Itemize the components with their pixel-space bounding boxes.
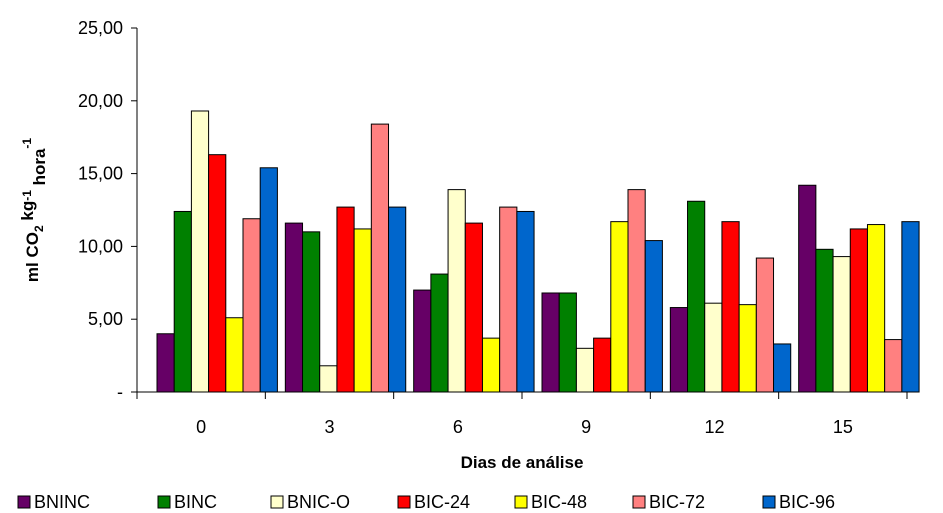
legend-item-bic-72: BIC-72 (632, 492, 705, 512)
x-tick-label: 9 (581, 417, 591, 437)
bar-bic-24-day-0 (208, 154, 227, 393)
legend: BNINC BINC BNIC-O BIC-24 BIC-48 BIC-72 BIC-96 (17, 492, 835, 512)
legend-item-bic-24: BIC-24 (397, 492, 470, 512)
x-tick-label: 0 (196, 417, 206, 437)
bar-bic-48-day-15 (866, 224, 886, 393)
y-tick-label: 20,00 (78, 91, 123, 111)
legend-item-bnic-o: BNIC-O (270, 492, 350, 512)
bar-bic-96-day-0 (259, 167, 278, 393)
bar-bic-96-day-12 (773, 343, 792, 393)
bar-bnic-o-day-0 (190, 110, 210, 393)
y-tick-label: 10,00 (78, 236, 123, 256)
legend-label: BIC-24 (414, 492, 470, 512)
bar-bic-48-day-3 (353, 228, 372, 393)
bar-bic-72-day-9 (627, 189, 646, 393)
bar-bic-72-day-15 (884, 339, 903, 393)
legend-swatch (514, 495, 528, 509)
bar-bnic-o-day-3 (319, 365, 338, 393)
bar-bic-48-day-12 (738, 304, 757, 393)
bar-binc-day-9 (558, 292, 577, 393)
x-tick-label: 6 (453, 417, 463, 437)
legend-label: BIC-72 (649, 492, 705, 512)
y-tick-label: 15,00 (78, 164, 123, 184)
legend-label: BINC (174, 492, 217, 512)
bar-bninc-day-12 (669, 307, 689, 393)
legend-item-bninc: BNINC (17, 492, 90, 512)
bar-bic-48-day-9 (610, 221, 629, 393)
bar-bic-72-day-3 (370, 123, 390, 393)
y-axis: - 5,00 10,00 15,00 20,00 25,00 (78, 18, 138, 402)
bar-bic-24-day-3 (336, 206, 355, 393)
legend-swatch (17, 495, 31, 509)
bar-bninc-day-0 (156, 333, 175, 393)
legend-swatch (270, 495, 284, 509)
bar-binc-day-6 (430, 273, 449, 393)
x-tick-label: 3 (324, 417, 334, 437)
legend-label: BNINC (34, 492, 90, 512)
bar-bic-96-day-3 (388, 206, 407, 393)
legend-label: BIC-48 (531, 492, 587, 512)
bar-bnic-o-day-15 (832, 256, 851, 393)
legend-item-bic-48: BIC-48 (514, 492, 587, 512)
x-tick-label: 15 (833, 417, 853, 437)
y-tick-label: 25,00 (78, 18, 123, 38)
legend-swatch (157, 495, 171, 509)
y-axis-title: ml CO2 kg-1 hora-1 (18, 138, 49, 283)
legend-item-bic-96: BIC-96 (762, 492, 835, 512)
bar-bic-24-day-15 (849, 228, 868, 393)
bar-bic-96-day-15 (901, 221, 920, 393)
bar-bninc-day-9 (541, 292, 560, 393)
bar-bic-48-day-0 (225, 317, 244, 393)
legend-swatch (632, 495, 646, 509)
legend-label: BIC-96 (779, 492, 835, 512)
plot-area (156, 110, 920, 393)
legend-swatch (762, 495, 776, 509)
bar-bic-72-day-6 (499, 206, 518, 393)
bar-bnic-o-day-12 (704, 302, 723, 393)
bar-bninc-day-6 (413, 289, 432, 393)
x-axis-title: Dias de análise (461, 453, 584, 472)
bar-bic-96-day-6 (516, 210, 535, 393)
bar-bic-72-day-12 (755, 257, 775, 393)
bar-bninc-day-3 (284, 222, 304, 393)
bar-bic-24-day-12 (721, 221, 740, 393)
x-axis: 0 3 6 9 12 15 (136, 391, 908, 437)
legend-item-binc: BINC (157, 492, 217, 512)
bar-bic-96-day-9 (644, 240, 663, 393)
legend-label: BNIC-O (287, 492, 350, 512)
legend-swatch (397, 495, 411, 509)
bar-bic-72-day-0 (242, 218, 261, 393)
bar-bnic-o-day-6 (447, 189, 466, 393)
bar-bninc-day-15 (798, 184, 817, 393)
x-tick-label: 12 (704, 417, 724, 437)
bar-binc-day-15 (815, 248, 834, 393)
bar-binc-day-0 (173, 210, 192, 393)
y-tick-label: - (117, 382, 123, 402)
bar-bic-48-day-6 (481, 337, 501, 393)
bar-bnic-o-day-9 (575, 347, 595, 393)
bar-binc-day-12 (687, 200, 706, 393)
bar-bic-24-day-6 (464, 222, 483, 393)
bar-bic-24-day-9 (593, 337, 612, 393)
y-tick-label: 5,00 (88, 309, 123, 329)
bar-binc-day-3 (302, 231, 321, 393)
